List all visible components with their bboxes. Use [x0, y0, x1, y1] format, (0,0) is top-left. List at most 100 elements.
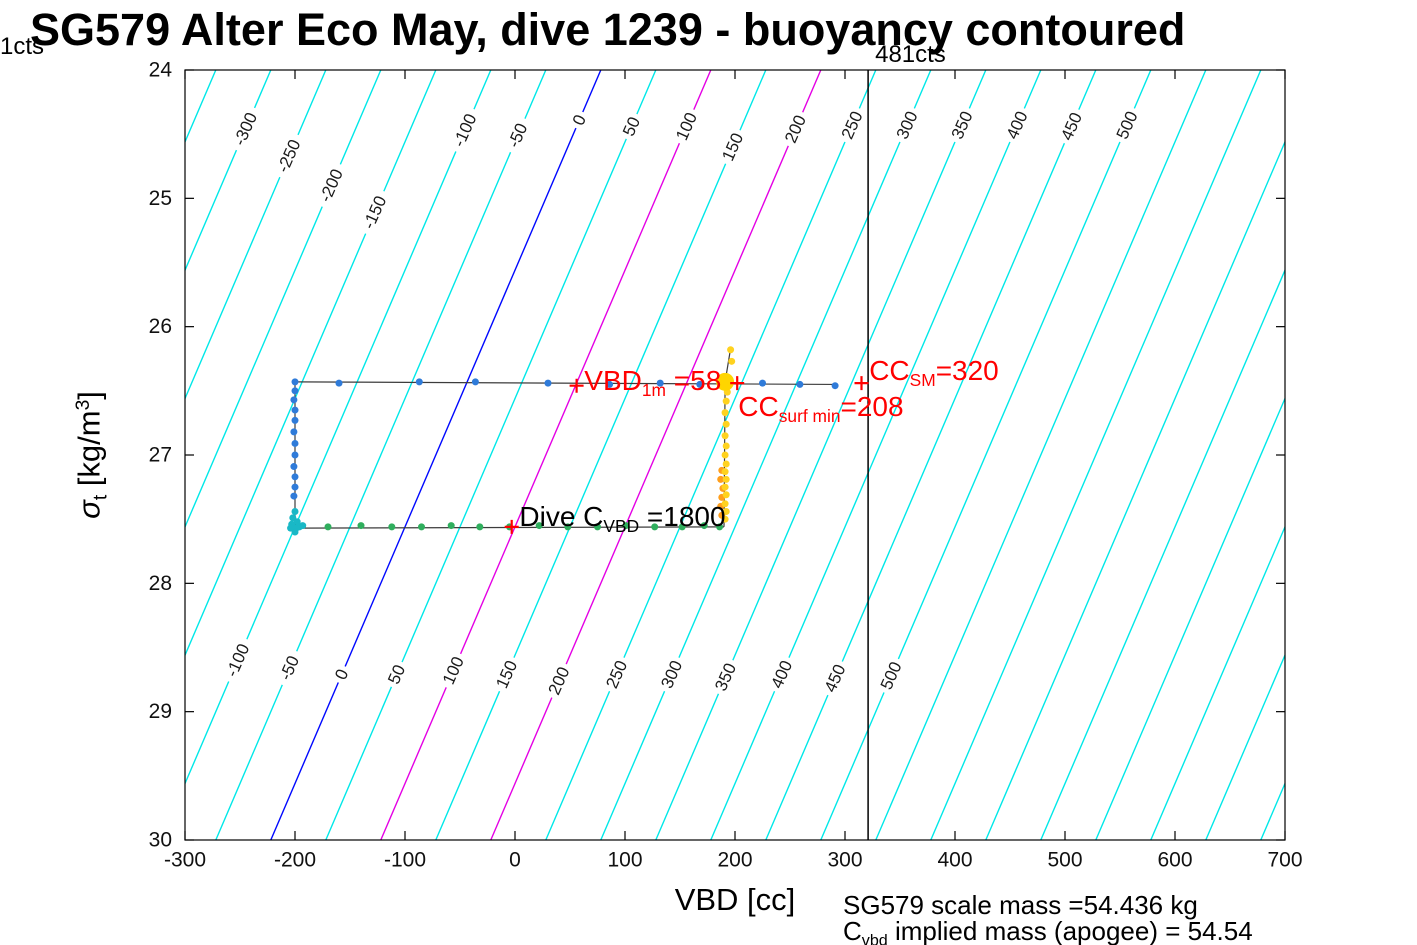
contour-label-text: -250 [273, 137, 304, 176]
x-tick-label: -100 [384, 848, 426, 871]
data-point [722, 460, 730, 468]
data-point [291, 406, 299, 414]
contour-line [380, 70, 712, 840]
y-tick-label: 27 [149, 444, 172, 467]
data-point [471, 378, 479, 386]
contour-line [1040, 268, 1285, 840]
contour-label-bg [1055, 105, 1088, 148]
data-point [447, 522, 455, 530]
contour-line [185, 70, 327, 401]
text-part-sub: t [90, 494, 112, 501]
series-surface-apogee-big-yellow [716, 372, 735, 391]
text-part-sub: vbd [861, 931, 888, 945]
contour-label: 350 [709, 656, 742, 698]
red-plus-marker [569, 378, 584, 393]
contour-label-bg [779, 108, 812, 150]
text-part: CC [738, 390, 779, 422]
series-climb-yellow [721, 346, 736, 523]
contour-line [545, 70, 877, 840]
contour-label-bg [567, 108, 592, 132]
data-point [796, 380, 804, 388]
contour-line [490, 70, 822, 840]
contour-label-bg [356, 187, 393, 238]
text-part: C [843, 916, 862, 945]
data-point [717, 475, 725, 483]
contour-label-bg [891, 104, 924, 146]
cc-surf-min-label: CCsurf min=208 [738, 391, 903, 427]
data-point [291, 416, 299, 424]
contour-label-bg [600, 653, 633, 695]
data-point [831, 382, 839, 390]
data-point [291, 473, 299, 481]
contour-label-text: -150 [359, 193, 390, 232]
y-tick-label: 24 [149, 59, 173, 82]
cc-counts-label: 481cts [875, 41, 946, 68]
contour-label-bg [946, 104, 979, 146]
contour-labels-group: -300 -250 -200 -150 -100 -50 0 50 100 150 200 250 30… [219, 104, 1144, 702]
contour-label-bg [437, 650, 470, 692]
data-point [291, 507, 299, 515]
data-point [606, 380, 614, 388]
text-part-sub: surf min [778, 405, 841, 426]
dive-cvbd-label: Dive CVBD =1800 [519, 501, 725, 537]
x-tick-label: -200 [274, 848, 316, 871]
contour-line [325, 70, 657, 840]
data-point [722, 491, 730, 499]
text-part: ] [71, 391, 107, 400]
data-point [564, 523, 572, 531]
contour-label-bg [270, 131, 307, 181]
text-part-it: σ [71, 500, 107, 519]
contour-label: 0 [567, 108, 592, 132]
text-part: Dive C [519, 501, 604, 533]
series-bottom-drift-green [324, 522, 724, 531]
red-plus-marker [730, 376, 745, 391]
data-point [290, 463, 298, 471]
contour-line [655, 70, 987, 840]
data-point [722, 475, 730, 483]
data-point [290, 396, 298, 404]
contour-label-bg [818, 657, 852, 699]
contour-label: 300 [655, 653, 688, 695]
contour-label: 100 [437, 650, 470, 692]
contour-label-bg [670, 105, 703, 148]
contour-line [820, 70, 1152, 840]
data-point [678, 523, 686, 531]
data-point [721, 515, 729, 523]
data-point [759, 379, 766, 387]
text-part: CC [869, 354, 910, 386]
contour-label-bg [273, 647, 306, 689]
contour-label-bg [709, 656, 742, 698]
contour-label: 200 [542, 660, 576, 702]
contour-label-text: -200 [316, 166, 347, 205]
text-part: implied mass (apogee) = 54.54 [887, 916, 1253, 945]
dive-track-line [294, 381, 836, 386]
contour-line [215, 70, 547, 840]
data-point [721, 483, 729, 491]
contour-label-bg [542, 660, 576, 702]
contour-line [185, 70, 272, 272]
contour-label: 50 [617, 110, 646, 143]
figure-title: SG579 Alter Eco May, dive 1239 - buoyanc… [30, 4, 1186, 55]
data-point [700, 522, 708, 530]
text-part: =208 [840, 390, 904, 422]
data-point [721, 409, 729, 417]
contour-label-bg [219, 635, 256, 686]
data-point [357, 522, 365, 530]
contour-label: 450 [818, 657, 852, 699]
x-tick-label: 600 [1157, 848, 1192, 871]
contour-label: -50 [501, 114, 534, 156]
data-point [388, 523, 396, 531]
contour-line [930, 70, 1262, 840]
x-tick-label: 300 [827, 848, 862, 871]
contour-label: 300 [891, 104, 924, 146]
data-point [721, 500, 729, 508]
contour-label: 450 [1055, 105, 1088, 148]
data-point [622, 522, 630, 530]
text-part-sub: 1m [641, 380, 666, 401]
data-point [722, 442, 730, 450]
y-tick-label: 26 [149, 315, 172, 338]
data-point [476, 523, 484, 531]
text-part: =58 [666, 365, 722, 397]
contour-label: 400 [765, 653, 798, 695]
